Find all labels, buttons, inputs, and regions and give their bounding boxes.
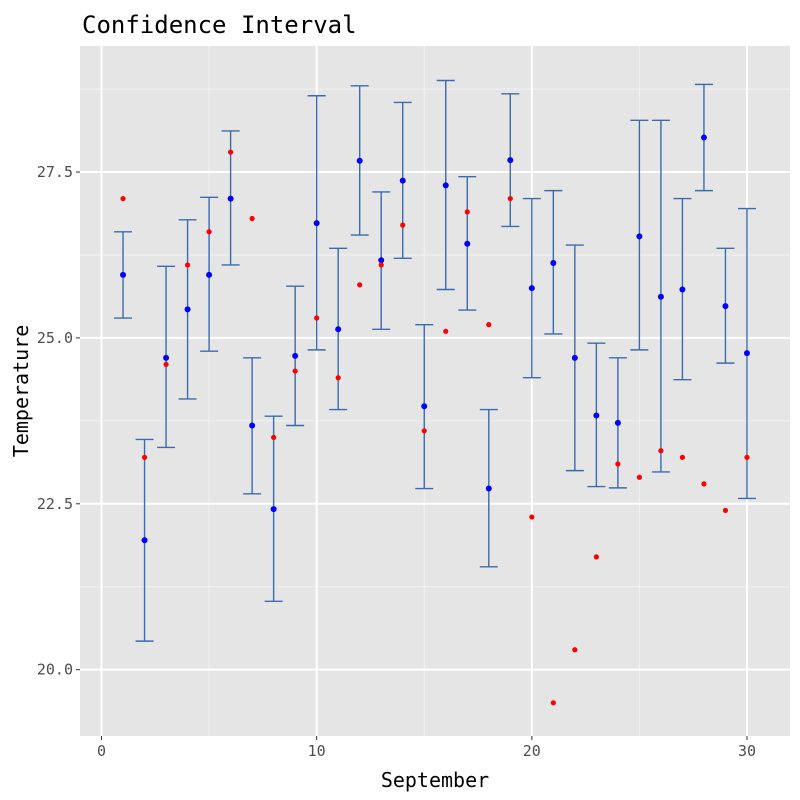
observed-point (701, 481, 707, 487)
observed-point (400, 222, 406, 228)
mean-point (722, 303, 729, 310)
mean-point (657, 293, 664, 300)
observed-point-series (120, 149, 750, 706)
observed-point (292, 368, 298, 374)
chart-title: Confidence Interval (82, 11, 357, 39)
observed-point (249, 215, 255, 222)
mean-point (464, 240, 471, 247)
mean-point (550, 259, 557, 266)
mean-point (184, 306, 191, 313)
observed-point (335, 375, 341, 381)
observed-point (443, 328, 449, 334)
y-tick-label: 25.0 (37, 329, 73, 347)
mean-point-series (120, 134, 750, 544)
observed-point (357, 282, 363, 288)
x-tick-label: 30 (738, 742, 756, 760)
observed-point (679, 454, 686, 460)
mean-point (636, 233, 643, 240)
y-tick-label: 22.5 (37, 495, 73, 513)
mean-point (614, 419, 621, 426)
observed-point (141, 454, 148, 460)
observed-point (163, 361, 169, 368)
observed-point (615, 461, 621, 467)
mean-point (399, 177, 406, 184)
x-tick-label: 10 (308, 742, 326, 760)
mean-point (227, 195, 234, 202)
x-tick-label: 20 (523, 742, 541, 760)
mean-point (141, 537, 148, 544)
observed-point (271, 434, 277, 441)
mean-point (120, 271, 127, 278)
observed-point (421, 428, 427, 434)
observed-point (184, 262, 191, 268)
observed-point (378, 262, 384, 268)
y-axis-title: Temperature (9, 325, 33, 457)
mean-point (249, 422, 256, 429)
mean-point (593, 412, 600, 419)
x-axis-ticks: 0 10 20 30 (97, 736, 756, 760)
mean-point (270, 506, 277, 513)
observed-point (658, 448, 664, 454)
mean-point (378, 257, 385, 264)
observed-point (722, 507, 729, 514)
mean-point (206, 271, 213, 278)
observed-point (228, 149, 234, 155)
plot-panel (80, 46, 790, 736)
observed-point (744, 454, 750, 460)
y-tick-label: 20.0 (37, 661, 73, 679)
mean-point (292, 352, 299, 359)
y-tick-label: 27.5 (37, 163, 73, 181)
mean-point (421, 403, 428, 410)
mean-point (163, 354, 170, 361)
mean-point (442, 182, 449, 189)
observed-point (464, 209, 470, 215)
x-axis-title: September (381, 768, 489, 792)
x-tick-label: 0 (97, 742, 106, 760)
observed-point (314, 315, 320, 321)
mean-point (356, 157, 363, 164)
major-gridlines (80, 46, 790, 736)
observed-point (529, 514, 535, 520)
mean-point (679, 286, 686, 293)
observed-point (636, 474, 642, 480)
observed-point (120, 195, 126, 202)
mean-point (313, 220, 320, 227)
mean-point (700, 134, 707, 141)
observed-point (486, 322, 492, 328)
mean-point (485, 485, 492, 492)
mean-point (743, 350, 750, 357)
observed-point (206, 229, 212, 235)
mean-point (528, 285, 535, 292)
y-axis-ticks: 20.0 22.5 25.0 27.5 (37, 163, 80, 679)
observed-point (572, 647, 578, 653)
mean-point (571, 354, 578, 361)
mean-point (507, 157, 514, 164)
observed-point (550, 700, 556, 706)
mean-point (335, 326, 342, 333)
observed-point (593, 554, 599, 560)
observed-point (507, 195, 513, 202)
